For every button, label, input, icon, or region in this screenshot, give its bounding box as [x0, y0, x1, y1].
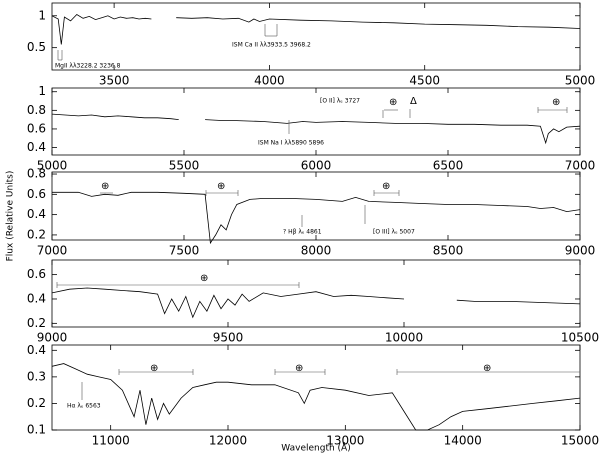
- annotation: ⊕: [101, 181, 109, 192]
- x-tick-label: 9500: [213, 331, 244, 345]
- x-tick-label: 8000: [301, 244, 332, 258]
- y-tick-label: 1: [38, 8, 46, 22]
- annotation: [O II] λₑ 3727: [320, 98, 360, 105]
- annotation: ⊕: [150, 363, 158, 374]
- annotation: ISM Ca II λλ3933.5 3968.2: [232, 42, 311, 49]
- x-tick-label: 7000: [565, 159, 596, 173]
- annotation: ⊕: [382, 181, 390, 192]
- x-tick-label: 5000: [37, 159, 68, 173]
- x-tick-label: 11000: [92, 434, 130, 448]
- annotation: ⊕: [217, 181, 225, 192]
- x-tick-label: 3500: [99, 74, 130, 88]
- x-axis-label: Wavelength (Å): [281, 442, 350, 454]
- spectrum-line: [51, 113, 581, 145]
- spectrum-line: [51, 13, 581, 45]
- x-tick-label: 15000: [561, 434, 599, 448]
- x-tick-label: 9000: [565, 244, 596, 258]
- annotation: ⊕: [200, 273, 208, 284]
- annotation: ⊕: [389, 97, 397, 108]
- y-tick-label: 0.4: [27, 291, 46, 305]
- x-tick-label: 7000: [37, 244, 68, 258]
- x-tick-label: 6500: [433, 159, 464, 173]
- annotation: ⊕: [552, 97, 560, 108]
- y-tick-label: 0.2: [27, 227, 46, 241]
- y-tick-label: 0.8: [27, 167, 46, 181]
- x-tick-label: 4500: [409, 74, 440, 88]
- spectrum-line: [51, 363, 581, 431]
- y-tick-label: 0.2: [27, 396, 46, 410]
- x-tick-label: 5000: [565, 74, 596, 88]
- x-tick-label: 7500: [169, 244, 200, 258]
- x-tick-label: 13000: [326, 434, 364, 448]
- x-tick-label: 9000: [37, 331, 68, 345]
- y-tick-label: 0.4: [27, 207, 46, 221]
- y-tick-label: 0.6: [27, 121, 46, 135]
- annotation: ? Hβ λₑ 4861: [283, 229, 322, 236]
- y-tick-label: 0.1: [27, 423, 46, 437]
- plot-frame: [51, 259, 581, 328]
- annotation: MgII λλ3228.2 3236.8: [55, 63, 121, 70]
- spectrum-line: [51, 287, 581, 319]
- annotation: ⊕: [295, 363, 303, 374]
- y-tick-label: 0.4: [27, 343, 46, 357]
- annotation: ISM Na I λλ5890 5896: [258, 140, 324, 147]
- x-tick-label: 6000: [301, 159, 332, 173]
- y-axis-label: Flux (Relative Units): [6, 171, 16, 262]
- y-tick-label: 1: [38, 84, 46, 98]
- x-tick-label: 10500: [561, 331, 599, 345]
- annotation: Hα λₑ 6563: [67, 403, 101, 410]
- y-tick-label: 0.6: [27, 267, 46, 281]
- x-tick-label: 12000: [209, 434, 247, 448]
- y-tick-label: 0.8: [27, 103, 46, 117]
- y-tick-label: 0.2: [27, 316, 46, 330]
- x-tick-label: 5500: [169, 159, 200, 173]
- x-tick-label: 10000: [385, 331, 423, 345]
- y-tick-label: 0.5: [27, 40, 46, 54]
- x-tick-label: 8500: [433, 244, 464, 258]
- y-tick-label: 0.4: [27, 140, 46, 154]
- y-tick-label: 0.3: [27, 369, 46, 383]
- plot-frame: [51, 2, 581, 71]
- annotation: ⊕: [483, 363, 491, 374]
- annotation: Δ: [410, 96, 417, 107]
- spectrum-line: [52, 191, 581, 245]
- y-tick-label: 0.6: [27, 187, 46, 201]
- x-tick-label: 4000: [254, 74, 285, 88]
- plot-frame: [51, 344, 581, 431]
- x-tick-label: 14000: [444, 434, 482, 448]
- annotation: [O III] λₑ 5007: [373, 229, 415, 236]
